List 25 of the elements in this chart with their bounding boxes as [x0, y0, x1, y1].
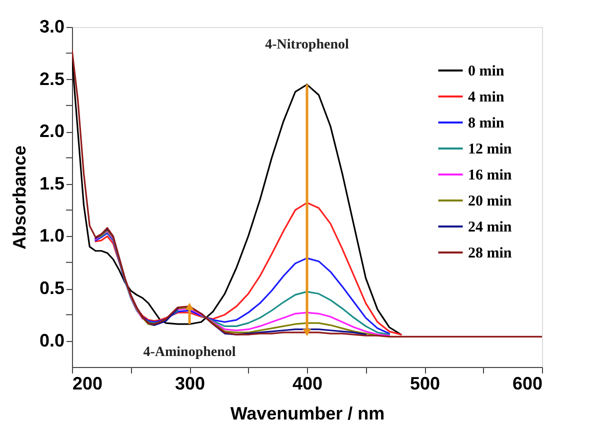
- x-tick-label: 400: [292, 374, 323, 394]
- x-tick-label: 600: [512, 374, 542, 394]
- legend-label: 4 min: [468, 90, 505, 106]
- legend-label: 24 min: [468, 220, 512, 236]
- x-tick-label: 500: [410, 374, 440, 394]
- annotation: 4-Aminophenol: [143, 345, 236, 360]
- legend-label: 0 min: [468, 64, 505, 80]
- legend-label: 8 min: [468, 116, 505, 132]
- y-axis-title: Absorbance: [9, 145, 30, 250]
- legend-label: 20 min: [468, 194, 512, 210]
- y-tick-label: 2.5: [39, 68, 64, 89]
- legend-label: 12 min: [468, 142, 512, 158]
- legend-label: 16 min: [468, 168, 512, 184]
- x-tick-label: 300: [174, 374, 206, 394]
- y-tick-label: 2.0: [39, 121, 64, 142]
- y-tick-label: 1.0: [39, 226, 64, 246]
- annotation: 4-Nitrophenol: [265, 38, 349, 53]
- y-tick-label: 1.5: [39, 173, 64, 194]
- legend-label: 28 min: [468, 246, 512, 262]
- x-axis-title: Wavenumber / nm: [230, 404, 385, 424]
- x-tick-label: 200: [72, 374, 103, 394]
- y-tick-label: 0.0: [39, 330, 64, 350]
- y-tick-label: 0.5: [39, 278, 64, 298]
- line-series: [72, 58, 402, 336]
- y-tick-label: 3.0: [39, 16, 64, 36]
